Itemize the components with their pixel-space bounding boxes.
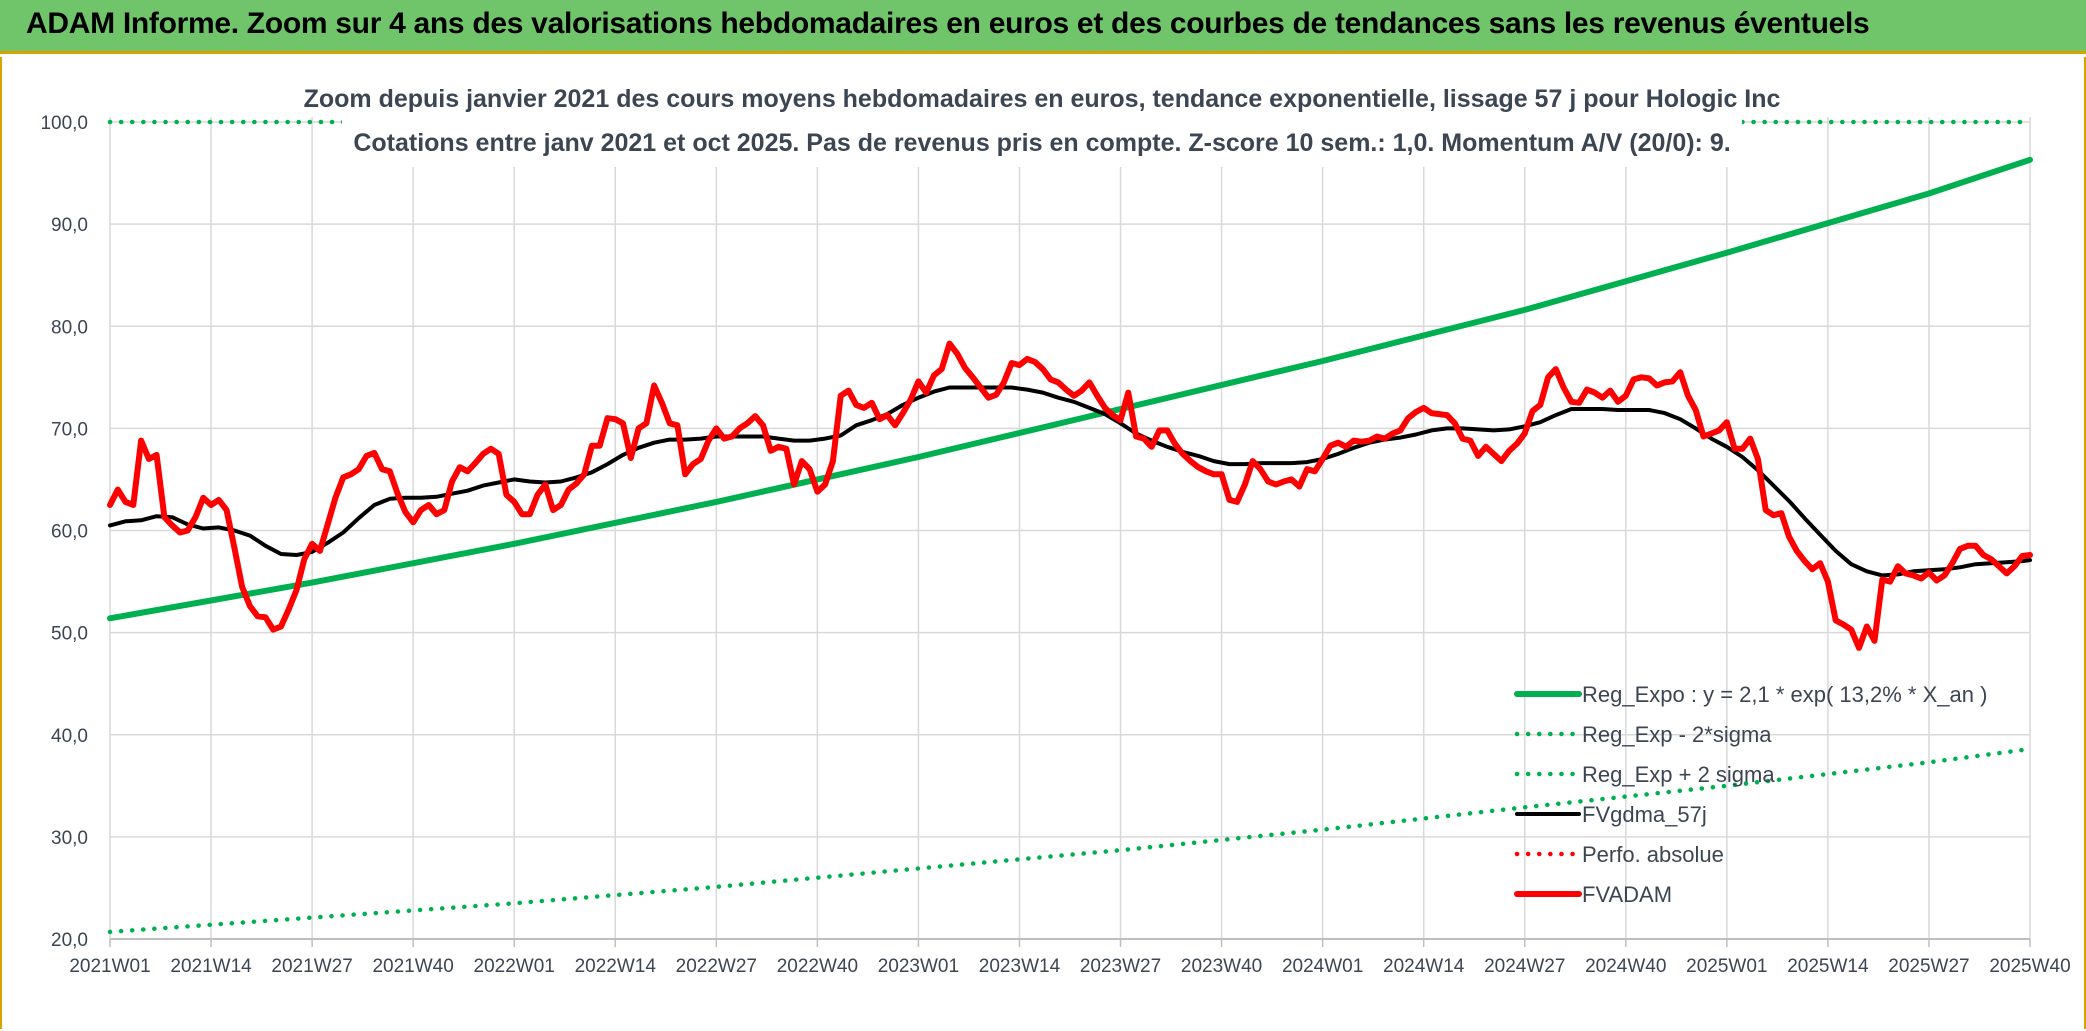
y-tick-label: 20,0 xyxy=(51,930,88,951)
x-tick-label: 2023W01 xyxy=(878,956,959,977)
x-tick-label: 2022W14 xyxy=(575,956,657,977)
legend-reg-exp-2-sigma-label: Reg_Exp + 2 sigma xyxy=(1582,762,1775,787)
x-tick-label: 2021W40 xyxy=(372,956,453,977)
chart-title: Zoom depuis janvier 2021 des cours moyen… xyxy=(304,85,1781,113)
x-tick-label: 2024W14 xyxy=(1383,956,1465,977)
x-tick-label: 2022W40 xyxy=(777,956,858,977)
legend-fvadam-label: FVADAM xyxy=(1582,882,1672,907)
x-tick-label: 2025W14 xyxy=(1787,956,1869,977)
x-tick-label: 2023W27 xyxy=(1080,956,1161,977)
grid xyxy=(109,117,2031,940)
x-tick-label: 2023W40 xyxy=(1181,956,1262,977)
x-tick-label: 2025W27 xyxy=(1888,956,1969,977)
chart-titles: Zoom depuis janvier 2021 des cours moyen… xyxy=(304,59,1781,167)
report-title: ADAM Informe. Zoom sur 4 ans des valoris… xyxy=(26,7,1870,40)
x-tick-label: 2025W40 xyxy=(1989,956,2070,977)
y-tick-label: 50,0 xyxy=(51,624,88,645)
legend-reg-exp-2-sigma-label: Reg_Exp - 2*sigma xyxy=(1582,722,1772,747)
x-tick-label: 2025W01 xyxy=(1686,956,1767,977)
legend: Reg_Expo : y = 2,1 * exp( 13,2% * X_an )… xyxy=(1514,682,1987,907)
x-tick-label: 2022W27 xyxy=(676,956,757,977)
x-tick-label: 2022W01 xyxy=(474,956,555,977)
line-chart: Zoom depuis janvier 2021 des cours moyen… xyxy=(40,59,2071,977)
y-tick-label: 100,0 xyxy=(40,113,88,134)
y-tick-label: 40,0 xyxy=(51,726,88,747)
chart-frame: Zoom depuis janvier 2021 des cours moyen… xyxy=(0,57,2086,1029)
title-background xyxy=(342,59,1742,167)
y-tick-label: 80,0 xyxy=(51,317,88,338)
legend-perfo-absolue-label: Perfo. absolue xyxy=(1582,842,1724,867)
y-tick-label: 70,0 xyxy=(51,419,88,440)
x-axis: 2021W01 2021W14 2021W27 2021W40 2022W01 2022W… xyxy=(69,938,2071,977)
x-tick-label: 2021W01 xyxy=(69,956,150,977)
legend-fvgdma-57j-label: FVgdma_57j xyxy=(1582,802,1707,827)
x-tick-label: 2024W40 xyxy=(1585,956,1666,977)
x-tick-label: 2021W14 xyxy=(170,956,252,977)
report-banner: ADAM Informe. Zoom sur 4 ans des valoris… xyxy=(0,0,2086,54)
chart-subtitle: Cotations entre janv 2021 et oct 2025. P… xyxy=(353,129,1730,157)
y-tick-label: 90,0 xyxy=(51,215,88,236)
legend-reg-expo-y-2-1-exp-13-2-x-an-label: Reg_Expo : y = 2,1 * exp( 13,2% * X_an ) xyxy=(1582,682,1987,707)
series-reg-expo-y-2-1-exp-13-2-x-an-line xyxy=(107,156,2033,622)
x-tick-label: 2021W27 xyxy=(271,956,352,977)
y-tick-label: 30,0 xyxy=(51,828,88,849)
x-tick-label: 2024W01 xyxy=(1282,956,1363,977)
series-fvgdma-57j-line xyxy=(108,385,2032,578)
series-fvadam-line xyxy=(107,340,2033,651)
y-tick-label: 60,0 xyxy=(51,522,88,543)
series-layer xyxy=(107,119,2033,935)
y-axis: 20,0 30,0 40,0 50,0 60,0 70,0 80,0 90,0 100,0 xyxy=(40,113,88,951)
x-tick-label: 2024W27 xyxy=(1484,956,1565,977)
x-tick-label: 2023W14 xyxy=(979,956,1061,977)
